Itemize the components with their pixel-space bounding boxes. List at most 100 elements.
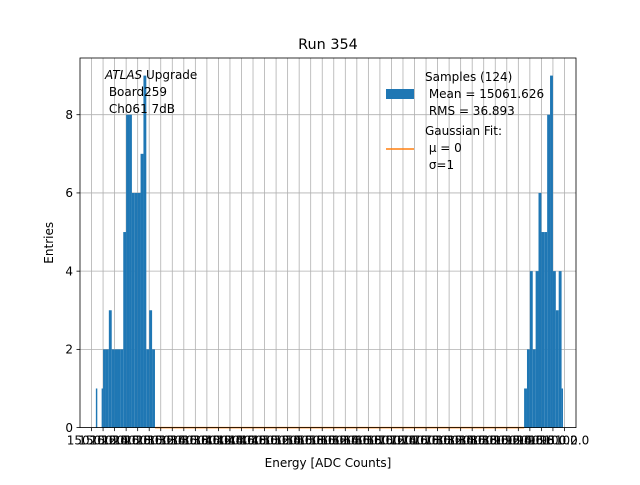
x-tick-label: 15038.0	[171, 434, 221, 448]
x-tick-label: 15028.0	[113, 434, 163, 448]
x-tick-label: 15078.0	[401, 434, 451, 448]
x-tick-label: 15044.0	[205, 434, 255, 448]
x-tick-label: 15024.0	[90, 434, 140, 448]
legend-text: RMS = 36.893	[425, 104, 515, 118]
histogram-bar	[143, 75, 147, 428]
x-tick-label: 15058.0	[286, 434, 336, 448]
x-tick-label: 15090.0	[470, 434, 520, 448]
legend-samples-swatch	[386, 89, 414, 99]
histogram-bar	[544, 232, 548, 428]
x-tick-label: 15056.0	[274, 434, 324, 448]
x-tick-label: 15066.0	[332, 434, 382, 448]
histogram-bar	[526, 349, 530, 428]
plot-frame	[79, 57, 577, 429]
legend-text: Gaussian Fit:	[425, 124, 502, 138]
x-tick-label: 15094.0	[494, 434, 544, 448]
histogram-bar	[558, 271, 562, 428]
annotation-line: Board259	[105, 85, 167, 99]
atlas-annotation: ATLAS Upgrade Board259 Ch061 7dB	[104, 68, 197, 116]
x-tick-label: 15070.0	[355, 434, 405, 448]
x-tick-label: 15082.0	[424, 434, 474, 448]
y-tick-label: 2	[65, 343, 73, 357]
x-tick-label: 15032.0	[136, 434, 186, 448]
x-tick-label: 15076.0	[390, 434, 440, 448]
x-tick-label: 15074.0	[378, 434, 428, 448]
x-tick-label: 15034.0	[147, 434, 197, 448]
histogram-bar	[129, 114, 132, 428]
histogram-bar	[114, 349, 118, 428]
histogram-bar	[561, 388, 564, 428]
x-tick-label: 15064.0	[320, 434, 370, 448]
x-tick-label: 15060.0	[297, 434, 347, 448]
x-tick-label: 15050.0	[240, 434, 290, 448]
histogram-bar	[552, 271, 556, 428]
histogram-bar	[126, 114, 130, 428]
histogram-bar	[550, 75, 553, 428]
y-axis-label: Entries	[42, 222, 56, 264]
histogram-bar	[108, 310, 112, 428]
x-tick-label: 15102.0	[540, 434, 590, 448]
histogram-bar	[535, 271, 539, 428]
x-tick-label: 15098.0	[517, 434, 567, 448]
x-tick-label: 15080.0	[413, 434, 463, 448]
histogram-bar	[529, 271, 533, 428]
y-tick-label: 6	[65, 186, 73, 200]
histogram-bar	[101, 388, 104, 428]
x-tick-label: 15096.0	[505, 434, 555, 448]
x-tick-label: 15084.0	[436, 434, 486, 448]
histogram-bars	[95, 75, 564, 428]
x-tick-label: 15046.0	[217, 434, 267, 448]
histogram-bar	[146, 349, 150, 428]
annotation-line: ATLAS Upgrade	[104, 68, 197, 82]
x-tick-label: 15062.0	[309, 434, 359, 448]
x-tick-label: 15020.0	[67, 434, 117, 448]
x-tick-label: 15042.0	[194, 434, 244, 448]
histogram-bar	[532, 349, 536, 428]
histogram-bar	[555, 310, 559, 428]
legend-text: Samples (124)	[425, 70, 512, 84]
histogram-bar	[541, 232, 545, 428]
grid	[80, 58, 576, 429]
x-tick-label: 15068.0	[344, 434, 394, 448]
x-tick-label: 15100.0	[528, 434, 578, 448]
x-tick-label: 15040.0	[182, 434, 232, 448]
annotation-line: Ch061 7dB	[105, 102, 175, 116]
x-tick-label: 15022.0	[78, 434, 128, 448]
histogram-bar	[95, 388, 98, 428]
histogram-bar	[538, 192, 542, 428]
histogram-bar	[123, 232, 127, 428]
x-tick-label: 15052.0	[251, 434, 301, 448]
y-tick-label: 0	[65, 421, 73, 435]
histogram-bar	[117, 349, 121, 428]
x-tick-label: 15072.0	[367, 434, 417, 448]
histogram-bar	[120, 349, 124, 428]
histogram-bar	[137, 192, 141, 428]
legend-text: μ = 0	[425, 141, 462, 155]
x-tick-label: 15086.0	[447, 434, 497, 448]
x-tick-label: 15048.0	[228, 434, 278, 448]
x-tick-label: 15088.0	[459, 434, 509, 448]
x-axis-label: Energy [ADC Counts]	[265, 456, 392, 470]
chart-title: Run 354	[298, 37, 358, 53]
histogram-bar	[149, 310, 153, 428]
histogram-bar	[140, 153, 144, 428]
x-axis-ticks: 15020.015022.015024.015026.015028.015030…	[67, 427, 590, 448]
x-tick-label: 15026.0	[101, 434, 151, 448]
x-tick-label: 15036.0	[159, 434, 209, 448]
histogram-bar	[134, 192, 138, 428]
legend: Samples (124) Mean = 15061.626 RMS = 36.…	[386, 70, 544, 172]
legend-text: σ=1	[425, 158, 454, 172]
y-tick-label: 8	[65, 108, 73, 122]
histogram-bar	[152, 349, 155, 428]
histogram-bar	[103, 349, 106, 428]
x-tick-label: 15054.0	[263, 434, 313, 448]
histogram-bar	[547, 114, 551, 428]
histogram-bar	[111, 349, 115, 428]
histogram-bar	[105, 349, 109, 428]
x-tick-label: 15092.0	[482, 434, 532, 448]
y-axis-ticks: 0 2 4 6 8	[65, 108, 80, 435]
histogram-bar	[131, 192, 135, 428]
legend-text: Mean = 15061.626	[425, 87, 544, 101]
